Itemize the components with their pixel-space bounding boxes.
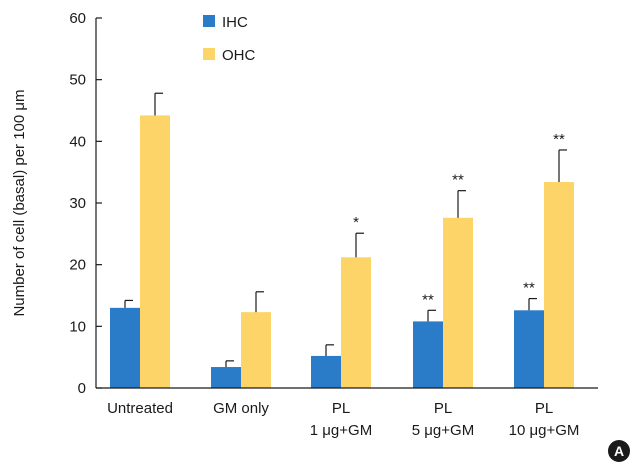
- y-tick-label-20: 20: [69, 257, 86, 274]
- bar-ohc-1: [241, 312, 271, 388]
- y-axis-title: Number of cell (basal) per 100 μm: [11, 89, 28, 316]
- panel-badge-circle: [608, 440, 630, 462]
- legend-swatch-ohc: [203, 48, 215, 60]
- y-tick-label-40: 40: [69, 133, 86, 150]
- x-category-label-1-0: GM only: [213, 400, 269, 417]
- error-bars-layer: [124, 92, 567, 368]
- legend: IHC OHC: [203, 14, 256, 64]
- bar-ohc-0: [140, 115, 170, 388]
- legend-label-ohc: OHC: [222, 47, 256, 64]
- significance-ohc-2: *: [353, 214, 359, 231]
- significance-ihc-3: **: [422, 291, 434, 308]
- y-tick-label-0: 0: [78, 380, 86, 397]
- bar-ohc-3: [443, 217, 473, 388]
- legend-label-ihc: IHC: [222, 14, 248, 31]
- bar-ihc-0: [110, 307, 140, 388]
- significance-ohc-3: **: [452, 172, 464, 189]
- x-category-label-4-0: PL: [535, 400, 553, 417]
- y-tick-label-10: 10: [69, 318, 86, 335]
- panel-label: A: [614, 443, 624, 459]
- bar-ihc-2: [311, 355, 341, 388]
- y-tick-label-50: 50: [69, 72, 86, 89]
- bar-ihc-3: [413, 321, 443, 388]
- significance-layer: *********: [353, 131, 565, 308]
- significance-ihc-4: **: [523, 280, 535, 297]
- labels-layer: 0 10 20 30 40 50 60 Untreated GM only PL 1 μg+GM PL…: [69, 10, 579, 439]
- x-category-label-0-0: Untreated: [107, 400, 173, 417]
- x-category-label-2-0: PL: [332, 400, 350, 417]
- significance-ohc-4: **: [553, 131, 565, 148]
- panel-badge: A: [608, 440, 630, 462]
- bar-ohc-4: [544, 182, 574, 388]
- y-tick-label-30: 30: [69, 195, 86, 212]
- axes-layer: [95, 17, 598, 389]
- x-category-label-2-1: 1 μg+GM: [310, 422, 372, 439]
- bar-ihc-4: [514, 310, 544, 388]
- bar-ohc-2: [341, 257, 371, 388]
- x-category-label-4-1: 10 μg+GM: [509, 422, 580, 439]
- bar-ihc-1: [211, 367, 241, 388]
- x-category-label-3-0: PL: [434, 400, 452, 417]
- x-category-label-3-1: 5 μg+GM: [412, 422, 474, 439]
- y-tick-label-60: 60: [69, 10, 86, 27]
- legend-swatch-ihc: [203, 15, 215, 27]
- bars-layer: [110, 115, 574, 388]
